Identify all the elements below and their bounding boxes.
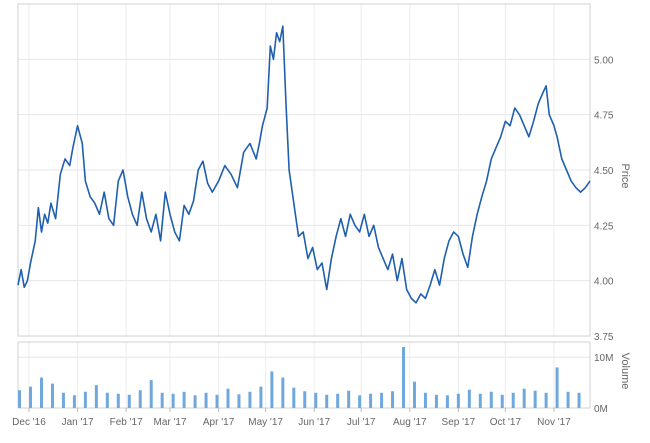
volume-bar (336, 393, 340, 408)
volume-bar (270, 371, 274, 408)
volume-bar (226, 388, 230, 408)
price-y-tick-label: 5.00 (594, 55, 614, 66)
volume-bar (391, 391, 395, 408)
price-y-ticks: 3.75 4.00 4.25 4.50 4.75 5.00 (594, 55, 614, 343)
volume-bar (182, 391, 186, 408)
volume-bar (577, 392, 581, 408)
volume-bar (423, 392, 427, 408)
volume-bar (105, 392, 109, 408)
price-y-tick-label: 4.25 (594, 221, 614, 232)
volume-bar (160, 392, 164, 408)
volume-bar (138, 390, 142, 408)
volume-bar (215, 394, 219, 408)
price-y-tick-label: 4.75 (594, 111, 614, 122)
volume-bar (412, 381, 416, 408)
volume-bar (281, 377, 285, 408)
price-y-tick-label: 4.50 (594, 166, 614, 177)
x-tick-label: Aug '17 (393, 417, 427, 428)
volume-bar (83, 391, 87, 408)
volume-bar (149, 380, 153, 408)
x-tick-label: Oct '17 (490, 417, 522, 428)
volume-bar (127, 394, 131, 408)
volume-bar (61, 392, 65, 408)
volume-bar (72, 395, 76, 408)
volume-bar (369, 393, 373, 408)
x-tick-label: Mar '17 (153, 417, 186, 428)
volume-bar (292, 387, 296, 408)
x-tick-label: Sep '17 (442, 417, 476, 428)
volume-axis-label: Volume (619, 353, 631, 390)
volume-bar (303, 391, 307, 408)
volume-bar (248, 391, 252, 408)
volume-bar (29, 386, 33, 408)
volume-bar (193, 395, 197, 408)
volume-bar (347, 390, 351, 408)
price-y-tick-label: 3.75 (594, 332, 614, 343)
x-tick-label: Nov '17 (537, 417, 571, 428)
volume-bar (445, 395, 449, 408)
x-tick-label: Apr '17 (203, 417, 235, 428)
volume-bar (533, 390, 537, 408)
volume-bar (489, 391, 493, 408)
volume-bar (511, 392, 515, 408)
price-line (17, 25, 591, 304)
volume-bar (402, 347, 406, 408)
volume-y-tick-label: 10M (594, 353, 613, 364)
volume-bar (314, 392, 318, 408)
x-tick-label: Dec '16 (12, 417, 46, 428)
volume-bar (544, 392, 548, 408)
x-tick-label: Jul '17 (347, 417, 376, 428)
volume-bars (18, 347, 581, 408)
volume-bar (204, 392, 208, 408)
volume-bar (467, 389, 471, 408)
volume-bar (456, 393, 460, 408)
price-y-tick-label: 4.00 (594, 277, 614, 288)
x-tick-label: Jan '17 (62, 417, 94, 428)
x-tick-label: May '17 (248, 417, 283, 428)
volume-bar (500, 394, 504, 408)
volume-y-tick-label: 0M (594, 404, 608, 415)
price-axis-label: Price (619, 163, 631, 188)
volume-bar (50, 383, 54, 408)
volume-bar (18, 390, 22, 408)
volume-bar (40, 377, 44, 408)
price-plot-frame (17, 3, 591, 337)
x-tick-label: Feb '17 (110, 417, 143, 428)
volume-bar (94, 385, 98, 408)
x-ticks: Dec '16 Jan '17 Feb '17 Mar '17 Apr '17 May '… (12, 408, 571, 428)
volume-bar (566, 391, 570, 408)
volume-bar (522, 388, 526, 408)
x-tick-label: Jun '17 (298, 417, 330, 428)
volume-bar (380, 392, 384, 408)
volume-bar (478, 393, 482, 408)
volume-bar (237, 394, 241, 408)
volume-bar (555, 367, 559, 408)
x-grid (28, 4, 555, 408)
volume-y-ticks: 0M 10M (594, 353, 613, 415)
volume-bar (259, 386, 263, 408)
volume-bar (434, 394, 438, 408)
volume-bar (358, 395, 362, 408)
volume-bar (171, 393, 175, 408)
volume-bar (325, 394, 329, 408)
volume-bar (116, 393, 120, 408)
